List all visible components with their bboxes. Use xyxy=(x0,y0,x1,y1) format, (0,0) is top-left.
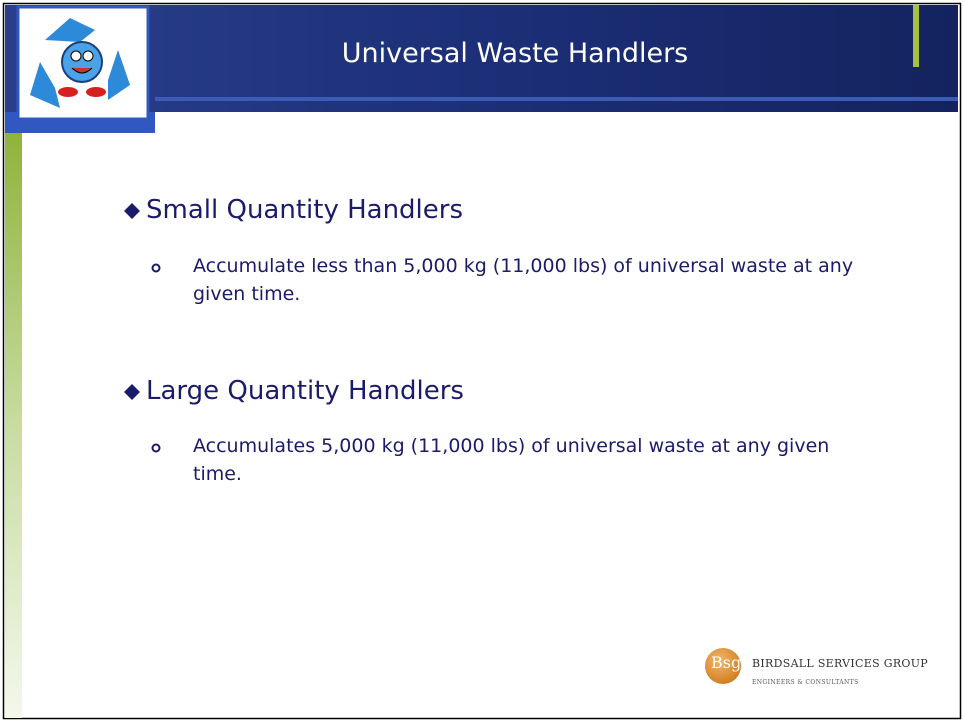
slide-decoration xyxy=(0,0,964,723)
company-name: BIRDSALL SERVICES GROUP xyxy=(752,657,928,670)
section-heading: Small Quantity Handlers xyxy=(146,195,463,225)
section-item: Accumulates 5,000 kg (11,000 lbs) of uni… xyxy=(193,432,863,488)
sub-bullet xyxy=(153,445,160,452)
slide-page: {"header": {"title": "Universal Waste Ha… xyxy=(0,0,964,723)
section-item: Accumulate less than 5,000 kg (11,000 lb… xyxy=(193,252,863,308)
sub-bullet xyxy=(153,265,160,272)
company-tagline: ENGINEERS & CONSULTANTS xyxy=(752,679,859,686)
bullet-diamonds xyxy=(124,203,140,400)
slide-title: Universal Waste Handlers xyxy=(155,38,875,69)
section-heading: Large Quantity Handlers xyxy=(146,376,464,406)
logo-monogram: Bsg xyxy=(711,653,741,672)
